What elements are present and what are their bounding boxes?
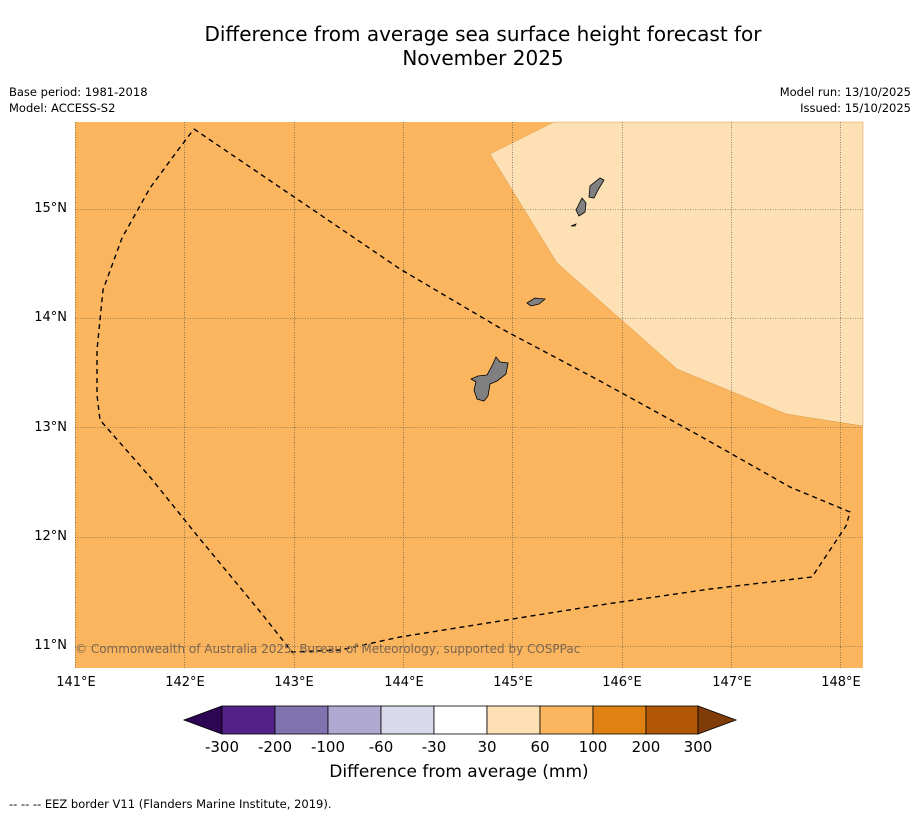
colorbar-tick-label: 60 xyxy=(530,738,550,756)
colorbar-tick-label: -30 xyxy=(421,738,447,756)
colorbar xyxy=(182,705,738,735)
colorbar-segment xyxy=(433,705,488,735)
eez-footnote: -- -- -- EEZ border V11 (Flanders Marine… xyxy=(9,797,332,811)
y-tick-label: 11°N xyxy=(34,638,67,653)
eez-border-line xyxy=(96,128,851,653)
meta-left: Base period: 1981-2018 Model: ACCESS-S2 xyxy=(9,84,148,116)
colorbar-tick-label: -200 xyxy=(257,738,293,756)
copyright-notice: © Commonwealth of Australia 2025, Bureau… xyxy=(75,642,581,656)
colorbar-tick-label: -100 xyxy=(310,738,346,756)
x-tick-label: 143°E xyxy=(274,675,314,690)
colorbar-segment xyxy=(645,705,699,735)
x-tick-label: 148°E xyxy=(821,675,861,690)
x-tick-label: 141°E xyxy=(56,675,96,690)
colorbar-segment xyxy=(539,705,594,735)
colorbar-segment-extend-high xyxy=(697,705,738,735)
colorbar-tick-label: 100 xyxy=(578,738,608,756)
aguijan-island xyxy=(570,223,577,227)
colorbar-title: Difference from average (mm) xyxy=(329,762,589,782)
model-run-text: Model run: 13/10/2025 xyxy=(779,85,911,99)
x-tick-label: 144°E xyxy=(384,675,424,690)
meta-right: Model run: 13/10/2025 Issued: 15/10/2025 xyxy=(780,84,911,116)
colorbar-tick-label: 300 xyxy=(683,738,713,756)
y-tick-label: 12°N xyxy=(34,529,67,544)
x-tick-label: 142°E xyxy=(165,675,205,690)
colorbar-segment xyxy=(274,705,329,735)
colorbar-segment xyxy=(486,705,541,735)
y-tick-label: 13°N xyxy=(34,420,67,435)
map-title: Difference from average sea surface heig… xyxy=(0,22,919,70)
x-tick-label: 145°E xyxy=(493,675,533,690)
base-period-text: Base period: 1981-2018 xyxy=(9,85,148,99)
model-text: Model: ACCESS-S2 xyxy=(9,101,116,115)
colorbar-tick-label: 30 xyxy=(477,738,497,756)
map-title-line2: November 2025 xyxy=(402,46,564,70)
rota-island xyxy=(526,297,546,307)
colorbar-tick-label: -300 xyxy=(204,738,240,756)
x-tick-label: 147°E xyxy=(712,675,752,690)
colorbar-segment xyxy=(327,705,382,735)
graticule xyxy=(75,122,863,668)
ocean-anomaly-30-60 xyxy=(489,121,864,427)
map-title-line1: Difference from average sea surface heig… xyxy=(204,22,762,46)
tinian-island xyxy=(575,197,587,217)
y-tick-label: 14°N xyxy=(34,310,67,325)
colorbar-segment xyxy=(380,705,435,735)
guam-island xyxy=(470,356,509,402)
saipan-island xyxy=(588,177,605,199)
colorbar-segment xyxy=(592,705,647,735)
issued-text: Issued: 15/10/2025 xyxy=(800,101,911,115)
y-tick-label: 15°N xyxy=(34,201,67,216)
colorbar-tick-label: -60 xyxy=(368,738,394,756)
colorbar-segment xyxy=(221,705,276,735)
colorbar-tick-label: 200 xyxy=(631,738,661,756)
x-tick-label: 146°E xyxy=(602,675,642,690)
colorbar-segment-extend-low xyxy=(182,705,223,735)
